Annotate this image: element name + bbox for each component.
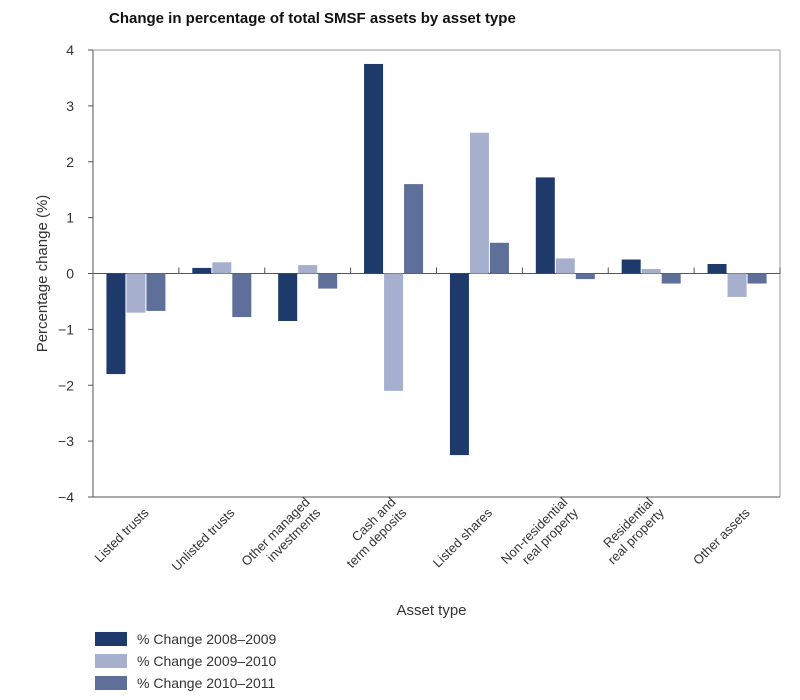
bar-1-4 xyxy=(364,63,384,274)
category-label-line: Unlisted trusts xyxy=(169,505,238,574)
category-label-line: Other assets xyxy=(690,505,753,568)
bar-2-3 xyxy=(298,265,318,274)
legend-label-2010-2011: % Change 2010–2011 xyxy=(137,675,276,691)
bar-3-5 xyxy=(489,242,509,274)
bar-3-2 xyxy=(232,273,252,318)
category-label: Cash andterm deposits xyxy=(333,494,410,571)
y-tick-label: 0 xyxy=(66,266,74,282)
category-label: Residentialreal property xyxy=(594,494,667,567)
bar-3-1 xyxy=(146,273,166,311)
bar-3-6 xyxy=(575,273,595,280)
category-label-line: Listed shares xyxy=(430,505,496,571)
legend: % Change 2008–2009 % Change 2009–2010 % … xyxy=(95,628,276,694)
category-label: Unlisted trusts xyxy=(169,505,238,574)
bar-1-6 xyxy=(535,177,555,274)
bar-2-6 xyxy=(555,258,575,274)
legend-label-2009-2010: % Change 2009–2010 xyxy=(137,653,277,669)
legend-swatch-2009-2010 xyxy=(95,654,127,668)
bar-1-8 xyxy=(707,264,727,274)
x-axis-title: Asset type xyxy=(396,602,466,619)
y-tick-label: −3 xyxy=(58,433,74,449)
bar-3-7 xyxy=(661,273,681,284)
bar-2-2 xyxy=(212,262,232,274)
legend-item-2009-2010: % Change 2009–2010 xyxy=(95,650,276,672)
bar-3-4 xyxy=(404,184,424,274)
y-axis-title: Percentage change (%) xyxy=(34,195,51,353)
bar-1-2 xyxy=(192,267,212,274)
legend-swatch-2010-2011 xyxy=(95,676,127,690)
bar-2-7 xyxy=(641,269,661,274)
y-tick-label: 4 xyxy=(66,42,74,58)
bar-1-3 xyxy=(278,273,298,321)
y-tick-label: −2 xyxy=(58,377,74,393)
category-label: Other managedinvestments xyxy=(238,494,323,579)
category-label: Listed trusts xyxy=(91,505,152,566)
legend-label-2008-2009: % Change 2008–2009 xyxy=(137,631,277,647)
bar-2-8 xyxy=(727,273,747,297)
y-tick-label: 1 xyxy=(66,210,74,226)
bar-2-1 xyxy=(126,273,146,313)
category-label: Non-residentialreal property xyxy=(498,494,581,577)
category-label-line: Listed trusts xyxy=(91,505,152,566)
category-label: Listed shares xyxy=(430,505,496,571)
bar-3-8 xyxy=(747,273,767,284)
y-tick-label: 3 xyxy=(66,98,74,114)
y-tick-label: −4 xyxy=(58,489,74,505)
bar-2-5 xyxy=(469,132,489,274)
bar-1-5 xyxy=(449,273,469,456)
legend-swatch-2008-2009 xyxy=(95,632,127,646)
bar-1-7 xyxy=(621,259,641,274)
y-tick-label: −1 xyxy=(58,321,74,337)
y-tick-label: 2 xyxy=(66,154,74,170)
legend-item-2010-2011: % Change 2010–2011 xyxy=(95,672,276,694)
chart-title: Change in percentage of total SMSF asset… xyxy=(109,10,516,27)
bar-2-4 xyxy=(384,273,404,391)
category-label: Other assets xyxy=(690,505,753,568)
bar-1-1 xyxy=(106,273,126,375)
bar-3-3 xyxy=(318,273,338,289)
legend-item-2008-2009: % Change 2008–2009 xyxy=(95,628,276,650)
